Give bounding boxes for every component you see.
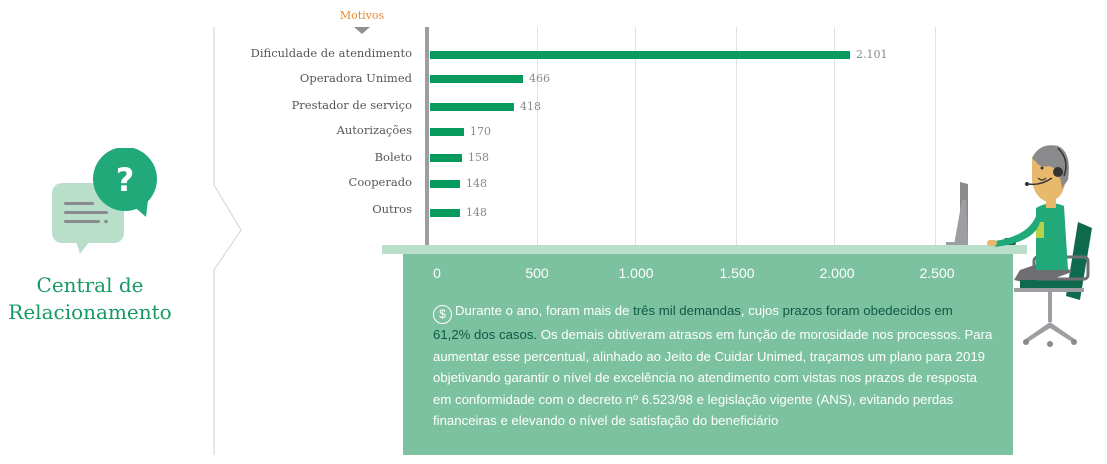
category-label: Outros	[372, 202, 412, 216]
bar	[430, 128, 464, 136]
gridline	[935, 27, 936, 245]
section-title-line2: Relacionamento	[8, 300, 172, 324]
bar-value-label: 148	[466, 206, 487, 219]
category-label: Boleto	[374, 150, 412, 164]
highlight-text: três mil demandas	[633, 303, 741, 318]
x-tick: 2.000	[819, 265, 855, 281]
panel-text: $ Durante o ano, foram mais de três mil d…	[433, 300, 993, 432]
gridline	[736, 27, 737, 245]
bar-value-label: 418	[520, 100, 541, 113]
chart-title: Motivos	[339, 9, 385, 22]
call-center-agent-illustration	[946, 145, 1092, 347]
text-segment: , cujos	[740, 303, 783, 318]
category-label: Dificuldade de atendimento	[250, 46, 412, 60]
bar	[430, 154, 462, 162]
dollar-circle-icon: $	[433, 305, 452, 324]
category-label: Cooperado	[348, 175, 412, 189]
bar-value-label: 158	[468, 151, 489, 164]
bar	[430, 51, 850, 59]
category-label: Prestador de serviço	[291, 98, 412, 112]
question-chat-bubbles-icon: ?	[52, 148, 157, 254]
x-tick: 1.500	[719, 265, 755, 281]
y-axis-line	[425, 27, 429, 245]
section-title: Central de Relacionamento	[0, 272, 180, 326]
bar	[430, 75, 523, 83]
x-tick: 1.000	[618, 265, 654, 281]
bar-value-label: 466	[529, 72, 550, 85]
gridline	[537, 27, 538, 245]
info-panel	[403, 254, 1013, 455]
bar	[430, 180, 460, 188]
bar-value-label: 148	[466, 177, 487, 190]
gridline	[834, 27, 835, 245]
desk-top	[382, 245, 1027, 254]
text-segment: Os demais obtiveram atrasos em função de…	[433, 327, 993, 428]
x-tick: 0	[433, 265, 441, 281]
category-label: Autorizações	[336, 123, 412, 137]
x-tick: 2.500	[919, 265, 955, 281]
section-title-line1: Central de	[36, 273, 144, 297]
gridline	[635, 27, 636, 245]
x-tick: 500	[525, 265, 549, 281]
highlight-text: prazos foram obedecidos em 61,2% dos cas…	[433, 303, 953, 342]
bar	[430, 103, 514, 111]
category-label: Operadora Unimed	[299, 71, 412, 85]
bar-value-label: 2.101	[856, 48, 888, 61]
section-divider	[213, 27, 242, 455]
category-labels: Dificuldade de atendimento Operadora Uni…	[230, 0, 412, 240]
bar-value-label: 170	[470, 125, 491, 138]
svg-text:?: ?	[116, 161, 135, 199]
text-segment: Durante o ano, foram mais de	[455, 303, 634, 318]
bar	[430, 209, 460, 217]
caret-down-icon	[354, 27, 370, 34]
